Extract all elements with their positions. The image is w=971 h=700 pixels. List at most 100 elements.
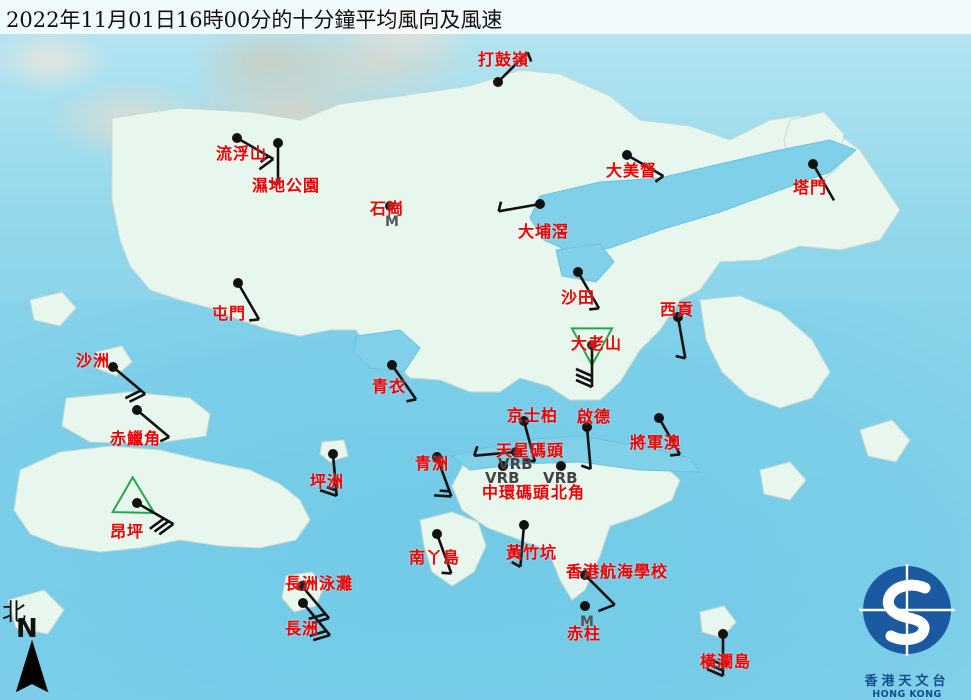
station-label-23: 黃竹坑 — [506, 543, 558, 562]
barb-half-feather — [654, 174, 665, 183]
barb-shaft — [236, 282, 261, 321]
station-label-3: 石崗 — [370, 199, 405, 218]
station-label-4: 大美督 — [606, 161, 658, 180]
wind-station-8[interactable] — [108, 362, 147, 403]
station-label-28: 長洲 — [285, 619, 320, 638]
wind-station-1[interactable] — [232, 133, 275, 171]
station-label-18: 青洲 — [415, 454, 450, 473]
station-label-9: 沙田 — [561, 288, 596, 307]
station-label-17: 坪洲 — [310, 472, 345, 491]
barb-full-feather — [153, 520, 170, 533]
station-dot — [587, 340, 597, 350]
wind-station-18[interactable] — [432, 452, 453, 498]
wind-station-20[interactable] — [498, 461, 508, 471]
station-dot — [298, 598, 308, 608]
hko-name-cn: 香港天文台 — [864, 674, 950, 689]
land-new-territories — [111, 69, 901, 401]
wind-station-3[interactable] — [385, 201, 395, 211]
wind-station-21[interactable] — [556, 461, 566, 471]
wind-station-27[interactable] — [297, 581, 330, 625]
barb-half-feather — [159, 435, 170, 443]
wind-station-9[interactable] — [573, 267, 601, 311]
barb-half-feather — [526, 51, 533, 62]
wind-station-23[interactable] — [511, 520, 529, 568]
station-dot — [519, 520, 529, 530]
wind-station-4[interactable] — [622, 150, 665, 183]
barb-shaft — [519, 524, 526, 567]
wind-station-14[interactable] — [519, 416, 537, 463]
barb-half-feather — [472, 445, 479, 457]
wind-station-16[interactable] — [654, 413, 682, 457]
barb-full-feather — [706, 662, 724, 672]
barb-half-feather — [589, 307, 600, 311]
gale-marker-triangle — [110, 475, 157, 515]
wind-station-22[interactable] — [110, 475, 175, 536]
compass-label-cn: 北 — [2, 598, 26, 626]
station-dot — [297, 581, 307, 591]
station-label-22: 昂坪 — [110, 522, 145, 541]
station-dot — [328, 449, 338, 459]
wind-station-13[interactable] — [132, 405, 171, 443]
wind-station-17[interactable] — [319, 449, 338, 498]
station-dot — [132, 498, 142, 508]
station-dot — [432, 529, 442, 539]
barb-full-feather — [311, 616, 330, 625]
station-dot — [573, 267, 583, 277]
station-dot — [233, 278, 243, 288]
wind-station-12[interactable] — [387, 360, 418, 403]
barb-shaft — [435, 533, 453, 574]
north-arrow-icon — [16, 639, 49, 693]
land-cheung-chau — [281, 571, 325, 613]
station-dot — [519, 416, 529, 426]
station-label-19: 天星碼頭 — [496, 441, 565, 460]
barb-full-feather — [706, 656, 724, 667]
station-label-7: 屯門 — [212, 304, 247, 323]
barb-half-feather — [675, 354, 686, 360]
barb-shaft — [584, 574, 616, 606]
land-east-islet — [859, 419, 911, 463]
land-lantau-island — [13, 445, 311, 553]
wind-station-0[interactable] — [493, 51, 533, 87]
wind-station-7[interactable] — [233, 278, 261, 322]
barb-half-feather — [439, 489, 450, 493]
wind-station-11[interactable] — [570, 327, 614, 389]
land-ninepin — [759, 461, 807, 501]
station-label-6: 大埔滘 — [518, 222, 570, 241]
barb-shaft — [474, 450, 517, 457]
station-label-21: 北角 — [551, 483, 586, 502]
wind-station-29[interactable] — [706, 629, 728, 678]
station-dot — [232, 133, 242, 143]
station-label-20: 中環碼頭 — [482, 483, 551, 502]
barb-half-feather — [511, 560, 521, 568]
wind-station-2[interactable] — [268, 138, 283, 187]
barb-full-feather — [309, 629, 327, 638]
wind-station-28[interactable] — [298, 598, 331, 642]
barb-half-feather — [580, 464, 592, 471]
barb-shaft — [811, 163, 836, 202]
station-dot — [511, 447, 521, 457]
station-label-5: 塔門 — [793, 178, 828, 197]
land-north-islet — [29, 291, 77, 327]
wind-station-5[interactable] — [808, 159, 836, 202]
wind-station-10[interactable] — [673, 312, 687, 360]
station-label-1: 流浮山 — [216, 144, 268, 163]
barb-half-feather — [670, 453, 681, 457]
barb-full-feather — [128, 392, 146, 403]
barb-shaft — [657, 417, 682, 456]
variable-wind-code-19: VRB — [498, 455, 533, 473]
page-title: 2022年11月01日16時00分的十分鐘平均風向及風速 — [6, 8, 503, 32]
barb-full-feather — [319, 489, 338, 498]
wind-station-19[interactable] — [472, 445, 521, 457]
land-sha-chau — [95, 345, 133, 377]
barb-half-feather — [497, 201, 503, 212]
wind-station-15[interactable] — [580, 422, 592, 471]
wind-station-25[interactable] — [580, 570, 616, 613]
wind-station-24[interactable] — [432, 529, 453, 575]
wind-station-26[interactable] — [580, 601, 590, 611]
station-label-15: 啟德 — [577, 407, 612, 426]
barb-half-feather — [524, 458, 536, 463]
gale-marker-triangle — [570, 327, 614, 368]
wind-station-6[interactable] — [497, 199, 545, 213]
station-label-8: 沙洲 — [76, 351, 111, 370]
